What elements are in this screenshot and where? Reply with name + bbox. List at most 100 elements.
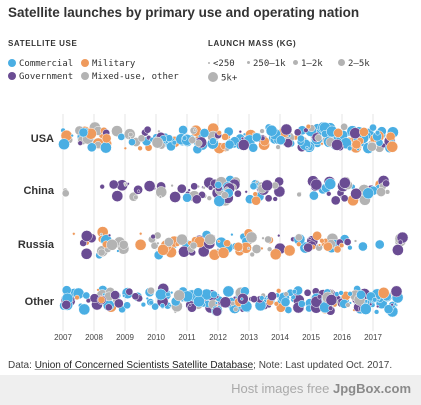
legend-size-icon bbox=[208, 61, 210, 64]
satellite-point bbox=[264, 235, 272, 244]
satellite-point bbox=[148, 300, 154, 306]
x-tick-label: 2015 bbox=[302, 333, 320, 342]
satellite-point bbox=[291, 289, 298, 295]
satellite-point bbox=[143, 180, 156, 192]
satellite-point bbox=[168, 303, 172, 308]
satellite-point bbox=[350, 187, 362, 200]
satellite-point bbox=[233, 306, 239, 312]
satellite-point bbox=[97, 295, 106, 304]
satellite-point bbox=[237, 139, 250, 151]
satellite-point bbox=[246, 246, 251, 250]
satellite-point bbox=[303, 242, 313, 253]
source-link[interactable]: Union of Concerned Scientists Satellite … bbox=[34, 360, 254, 371]
satellite-point bbox=[181, 135, 188, 141]
satellite-point bbox=[139, 232, 143, 236]
satellite-point bbox=[157, 243, 169, 256]
legend-swatch-icon bbox=[81, 58, 89, 67]
beeswarm-chart: USA China Russia Other 2007 2008 2009 2010 2011 2… bbox=[18, 114, 409, 342]
satellite-point bbox=[385, 131, 396, 142]
satellite-point bbox=[220, 191, 229, 200]
legend-use-label: Mixed-use, other bbox=[92, 72, 179, 82]
satellite-point bbox=[74, 294, 80, 301]
legend-mass-label: 2–5k bbox=[348, 59, 370, 69]
footer-note: ; Note: Last updated Oct. 2017. bbox=[253, 360, 393, 371]
satellite-point bbox=[164, 237, 174, 247]
satellite-point bbox=[188, 303, 192, 307]
satellite-point bbox=[96, 288, 100, 292]
satellite-point bbox=[232, 296, 237, 300]
legend-mass-item: 1–2k bbox=[293, 59, 323, 69]
satellite-point bbox=[118, 239, 129, 250]
satellite-point bbox=[314, 134, 323, 142]
satellite-point bbox=[338, 177, 351, 189]
satellite-point bbox=[324, 178, 337, 190]
legend-mass-item: <250 bbox=[208, 59, 235, 69]
chart-title: Satellite launches by primary use and op… bbox=[8, 5, 360, 20]
satellite-point bbox=[137, 134, 146, 143]
satellite-point bbox=[219, 296, 232, 309]
satellite-point bbox=[376, 304, 380, 309]
legend-swatch-icon bbox=[81, 71, 89, 80]
satellite-point bbox=[390, 303, 394, 307]
satellite-point bbox=[245, 231, 258, 244]
satellite-point bbox=[296, 241, 302, 247]
satellite-point bbox=[349, 127, 362, 140]
satellite-point bbox=[333, 245, 342, 254]
satellite-point bbox=[393, 302, 398, 306]
satellite-point bbox=[176, 233, 188, 246]
satellite-point bbox=[106, 238, 118, 251]
satellite-point bbox=[206, 195, 212, 201]
satellite-point bbox=[159, 303, 166, 309]
satellite-point bbox=[192, 128, 197, 132]
satellite-point bbox=[204, 233, 216, 246]
satellite-point bbox=[287, 134, 292, 138]
x-tick-label: 2014 bbox=[271, 333, 289, 342]
x-tick-label: 2009 bbox=[116, 333, 134, 342]
legend-use-item: Commercial bbox=[8, 58, 73, 69]
satellite-point bbox=[209, 137, 217, 146]
satellite-point bbox=[155, 288, 167, 301]
satellite-point bbox=[158, 195, 163, 199]
satellite-point bbox=[266, 246, 273, 252]
satellite-point bbox=[99, 184, 105, 190]
satellite-point bbox=[191, 194, 202, 205]
satellite-point bbox=[217, 246, 230, 259]
satellite-point bbox=[296, 191, 302, 198]
satellite-point bbox=[140, 301, 147, 308]
satellite-point bbox=[151, 136, 164, 149]
satellite-point bbox=[248, 142, 259, 153]
footer: Data: Union of Concerned Scientists Sate… bbox=[8, 360, 392, 371]
satellite-point bbox=[267, 291, 277, 302]
legend-size-icon bbox=[247, 61, 250, 64]
satellite-point bbox=[111, 190, 124, 202]
satellite-point bbox=[382, 179, 390, 188]
legend-mass-label: 5k+ bbox=[221, 73, 238, 84]
satellite-point bbox=[347, 245, 353, 251]
satellite-point bbox=[234, 189, 242, 198]
watermark-prefix: Host images free bbox=[231, 381, 333, 396]
satellite-point bbox=[143, 125, 152, 134]
satellite-point bbox=[333, 128, 344, 138]
x-tick-label: 2008 bbox=[85, 333, 103, 342]
footer-prefix: Data: bbox=[8, 360, 35, 371]
satellite-point bbox=[110, 290, 120, 300]
satellite-point bbox=[136, 189, 141, 193]
satellite-point bbox=[259, 295, 265, 301]
satellite-point bbox=[283, 291, 289, 297]
satellite-point bbox=[61, 189, 70, 198]
x-tick-label: 2013 bbox=[240, 333, 258, 342]
satellite-point bbox=[259, 128, 265, 134]
legend-use-item: Military bbox=[81, 58, 135, 69]
satellite-point bbox=[70, 133, 74, 138]
satellite-point bbox=[187, 188, 191, 192]
satellite-point bbox=[78, 127, 89, 138]
satellite-point bbox=[345, 302, 351, 308]
satellite-point bbox=[77, 140, 83, 146]
satellite-point bbox=[169, 191, 181, 203]
satellite-point bbox=[320, 142, 324, 146]
satellite-point bbox=[97, 248, 106, 257]
satellite-point bbox=[210, 290, 218, 299]
satellite-point bbox=[283, 244, 296, 257]
satellite-point bbox=[261, 179, 273, 192]
satellite-point bbox=[353, 239, 358, 243]
